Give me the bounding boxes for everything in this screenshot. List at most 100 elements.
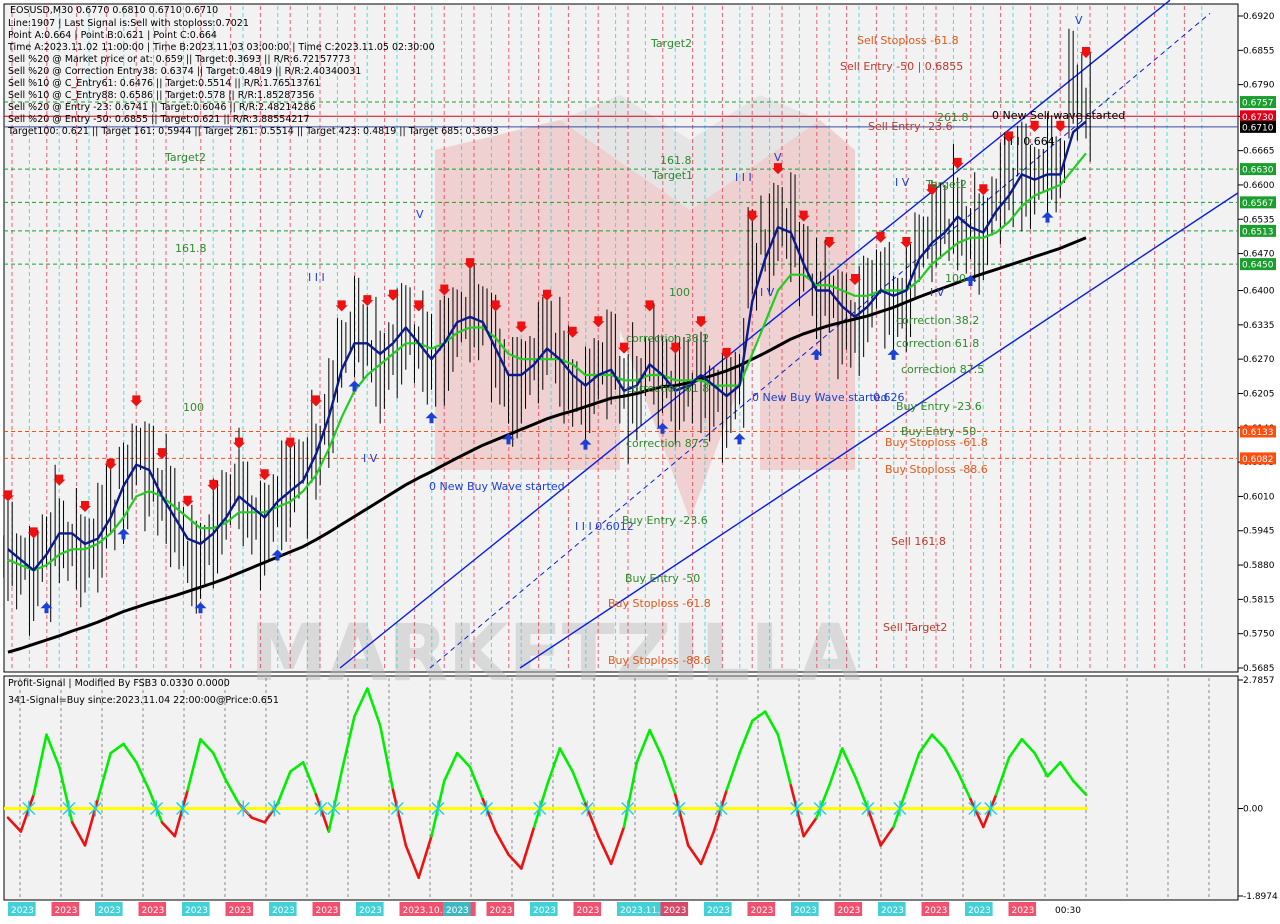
oscillator-segment	[622, 761, 639, 829]
annotation-label: Buy Entry -23.6	[622, 514, 708, 527]
buy-arrow	[425, 412, 438, 424]
price-tick-label: 0.6535	[1243, 215, 1275, 225]
oscillator-segment	[943, 747, 959, 773]
annotation-label: 161.8	[660, 154, 692, 167]
price-tag-box	[1240, 452, 1276, 465]
header-line: Time A:2023.11.02 11:00:00 | Time B:2023…	[7, 42, 435, 53]
price-tag-label: 0.6630	[1242, 166, 1274, 176]
price-tick-label: 0.6920	[1243, 12, 1275, 22]
buy-arrow	[887, 348, 900, 360]
price-tick-label: 0.5750	[1243, 630, 1275, 640]
sell-arrow	[104, 458, 117, 470]
price-tag-box	[1240, 96, 1276, 109]
annotation-label: Sell Entry -23.6	[868, 120, 953, 133]
wave-label: I I I	[308, 271, 325, 284]
price-tag-label: 0.6567	[1242, 199, 1274, 209]
crossover-marker	[176, 800, 190, 817]
header-line: Target100: 0.621 || Target 161: 0.5944 |…	[7, 126, 499, 137]
oscillator-segment	[597, 834, 613, 866]
oscillator-segment	[314, 793, 331, 833]
time-label: 2023	[925, 906, 948, 916]
sell-arrow	[156, 448, 168, 460]
header-line: Line:1907 | Last Signal is:Sell with sto…	[8, 18, 249, 29]
buy-arrow	[733, 433, 746, 445]
wave-label: I V	[760, 286, 775, 299]
price-tag-box	[1240, 224, 1276, 237]
oscillator-segment	[648, 728, 664, 760]
oscillator-segment	[173, 788, 189, 838]
annotation-label: Buy Entry -23.6	[896, 400, 982, 413]
watermark-logo	[435, 95, 855, 520]
price-tick-label: 0.6790	[1243, 81, 1275, 91]
oscillator-segment	[532, 784, 549, 829]
oscillator-segment	[930, 733, 947, 750]
oscillator-segment	[545, 747, 562, 787]
price-tag-box	[1240, 258, 1276, 271]
oscillator-segment	[738, 719, 754, 755]
time-label: 2023	[446, 906, 469, 916]
oscillator-segment	[815, 784, 831, 820]
annotations: Target2 Target2 161.8 100 161.8 Target1 …	[164, 14, 1125, 667]
sell-arrow	[1028, 120, 1041, 132]
oscillator-segment	[802, 816, 818, 838]
oscillator-segment	[571, 770, 587, 806]
crossover-marker	[533, 800, 547, 817]
oscillator-segment	[609, 825, 626, 866]
price-tag-label: 0.6730	[1242, 113, 1274, 123]
time-label-box	[965, 902, 993, 916]
annotation-label: 100	[183, 401, 204, 414]
time-label-box	[834, 902, 863, 916]
price-tick-label: 0.6470	[1243, 250, 1275, 260]
time-label-box	[747, 902, 776, 916]
time-label: 2023	[533, 906, 556, 916]
buy-arrow	[1041, 211, 1054, 223]
time-label: 2023	[359, 906, 382, 916]
oscillator-segment	[763, 710, 780, 736]
header-title: EOSUSD,M30 0.6770 0.6810 0.6710 0.6710	[10, 5, 218, 16]
oscillator-segment	[1059, 761, 1075, 783]
time-label-box	[921, 902, 950, 916]
sell-arrow	[310, 395, 322, 407]
time-label-box	[791, 902, 819, 916]
header-line: Sell %10 @ C_Entry88: 0.6586 || Target:0…	[8, 90, 314, 101]
wave-label: V	[774, 151, 782, 164]
oscillator-segment	[45, 733, 61, 769]
buy-arrow	[579, 438, 592, 450]
oscillator-segment	[301, 761, 318, 796]
oscillator-segment	[327, 770, 343, 833]
sell-arrow	[464, 258, 476, 270]
oscillator-segment	[1020, 738, 1036, 755]
ma-fast-line	[7, 120, 1087, 572]
crossover-marker	[621, 800, 635, 817]
sell-arrow	[874, 231, 887, 243]
header-line: Point A:0.664 | Point B:0.621 | Point C:…	[8, 30, 217, 41]
oscillator-segment	[135, 761, 151, 792]
oscillator-segment	[686, 844, 703, 866]
sell-arrow	[541, 289, 553, 301]
time-label-box	[530, 902, 558, 916]
oscillator-segment	[366, 687, 382, 727]
annotation-label: correction 87.5	[901, 363, 984, 376]
oscillator-segment	[994, 756, 1011, 796]
price-tick-label: 0.6010	[1243, 492, 1275, 502]
sell-arrow	[1080, 46, 1092, 58]
annotation-label: 161.8	[175, 242, 207, 255]
oscillator-segment	[635, 728, 651, 764]
buy-arrow	[656, 422, 669, 434]
annotation-label: Sell Target2	[883, 621, 947, 634]
annotation-label: Buy Stoploss -88.6	[608, 654, 711, 667]
oscillator-segment	[917, 733, 934, 755]
time-label-box	[269, 902, 297, 916]
crossover-marker	[968, 800, 982, 817]
oscillator-segment	[1007, 738, 1024, 760]
oscillator-segment	[276, 770, 292, 806]
time-label: 2023	[185, 906, 208, 916]
crossover-marker	[314, 800, 328, 817]
price-tick-label: 0.5815	[1243, 595, 1275, 605]
oscillator-segment	[289, 761, 305, 773]
sell-arrow	[797, 210, 810, 222]
annotation-label: 261.8	[937, 111, 969, 124]
sell-arrow	[643, 300, 656, 312]
sell-arrow	[515, 321, 528, 333]
